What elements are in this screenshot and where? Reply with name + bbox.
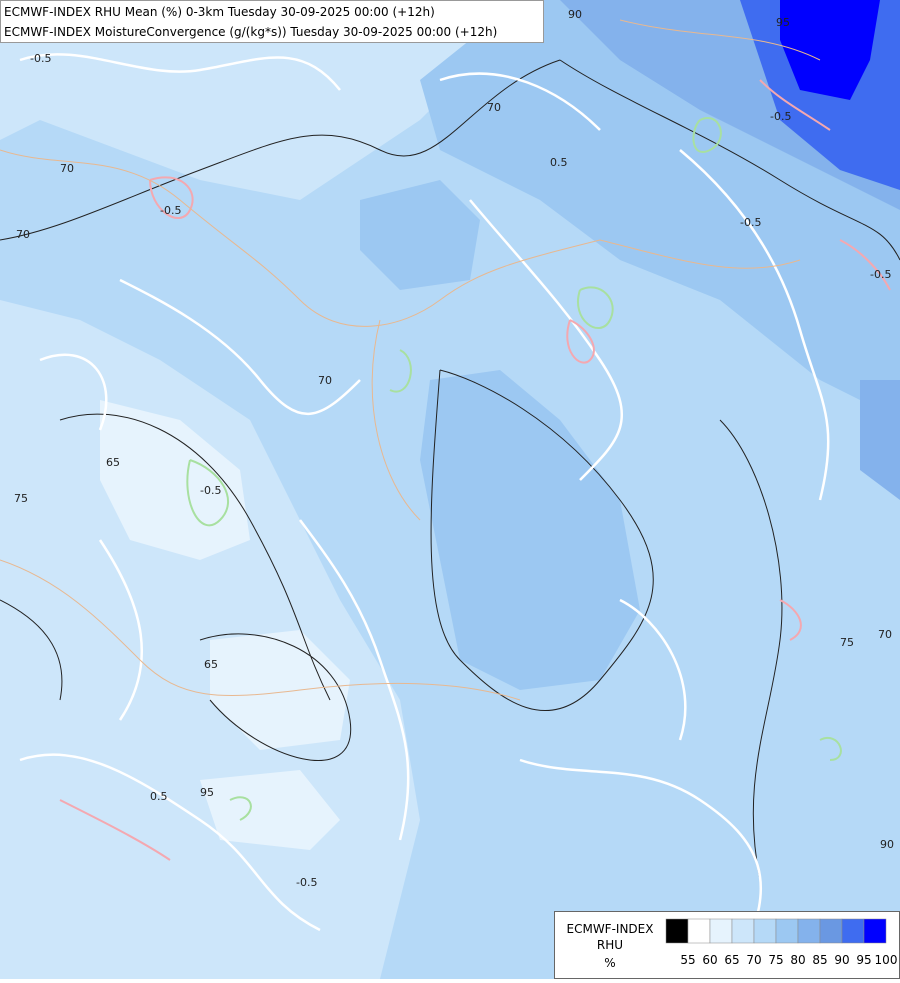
rh-area bbox=[360, 180, 480, 290]
contour-label: 90 bbox=[568, 8, 582, 21]
legend-swatch bbox=[665, 918, 689, 944]
contour-label: -0.5 bbox=[870, 268, 891, 281]
contour-label: 0.5 bbox=[150, 790, 168, 803]
legend-swatch bbox=[709, 918, 733, 944]
legend-swatch bbox=[775, 918, 799, 944]
rh-area bbox=[420, 370, 640, 690]
header-line: ECMWF-INDEX RHU Mean (%) 0-3km Tuesday 3… bbox=[4, 5, 435, 19]
legend-tick-label: 70 bbox=[746, 953, 761, 967]
legend-tick-label: 85 bbox=[812, 953, 827, 967]
contour-label: 70 bbox=[318, 374, 332, 387]
contour-label: 70 bbox=[60, 162, 74, 175]
legend-tick-label: 75 bbox=[768, 953, 783, 967]
contour-label: 65 bbox=[106, 456, 120, 469]
legend-title: ECMWF-INDEX bbox=[567, 922, 654, 936]
legend-tick-label: 90 bbox=[834, 953, 849, 967]
header-line: ECMWF-INDEX MoistureConvergence (g/(kg*s… bbox=[4, 25, 497, 39]
contour-label: 0.5 bbox=[550, 156, 568, 169]
legend-swatch bbox=[687, 918, 711, 944]
contour-label: -0.5 bbox=[200, 484, 221, 497]
contour-label: 65 bbox=[204, 658, 218, 671]
rh-area bbox=[780, 0, 880, 100]
legend-swatch bbox=[863, 918, 887, 944]
contour-label: 75 bbox=[14, 492, 28, 505]
rh-area bbox=[860, 380, 900, 500]
contour-label: 95 bbox=[776, 16, 790, 29]
contour-label: -0.5 bbox=[160, 204, 181, 217]
contour-label: 95 bbox=[200, 786, 214, 799]
rh-area bbox=[200, 770, 340, 850]
contour-label: 75 bbox=[840, 636, 854, 649]
legend-tick-label: 65 bbox=[724, 953, 739, 967]
header-box bbox=[0, 0, 544, 43]
rh-area bbox=[100, 400, 250, 560]
legend-swatch bbox=[753, 918, 777, 944]
legend-unit: % bbox=[604, 956, 615, 970]
contour-label: 70 bbox=[487, 101, 501, 114]
contour-label: -0.5 bbox=[30, 52, 51, 65]
legend: ECMWF-INDEX RHU % 55 60 65 70 75 80 85 90 95 100 bbox=[554, 911, 900, 979]
legend-tick-label: 80 bbox=[790, 953, 805, 967]
legend-tick-label: 55 bbox=[680, 953, 695, 967]
contour-label: 70 bbox=[16, 228, 30, 241]
legend-swatch bbox=[731, 918, 755, 944]
legend-tick-label: 100 bbox=[875, 953, 898, 967]
legend-tick-label: 60 bbox=[702, 953, 717, 967]
contour-label: 90 bbox=[880, 838, 894, 851]
legend-swatch bbox=[797, 918, 821, 944]
legend-variable: RHU bbox=[597, 938, 623, 952]
contour-label: -0.5 bbox=[770, 110, 791, 123]
contour-label: -0.5 bbox=[296, 876, 317, 889]
legend-swatch bbox=[819, 918, 843, 944]
contour-label: 70 bbox=[878, 628, 892, 641]
contour-label: -0.5 bbox=[740, 216, 761, 229]
legend-swatch bbox=[841, 918, 865, 944]
legend-tick-label: 95 bbox=[856, 953, 871, 967]
rh-area bbox=[0, 0, 520, 200]
